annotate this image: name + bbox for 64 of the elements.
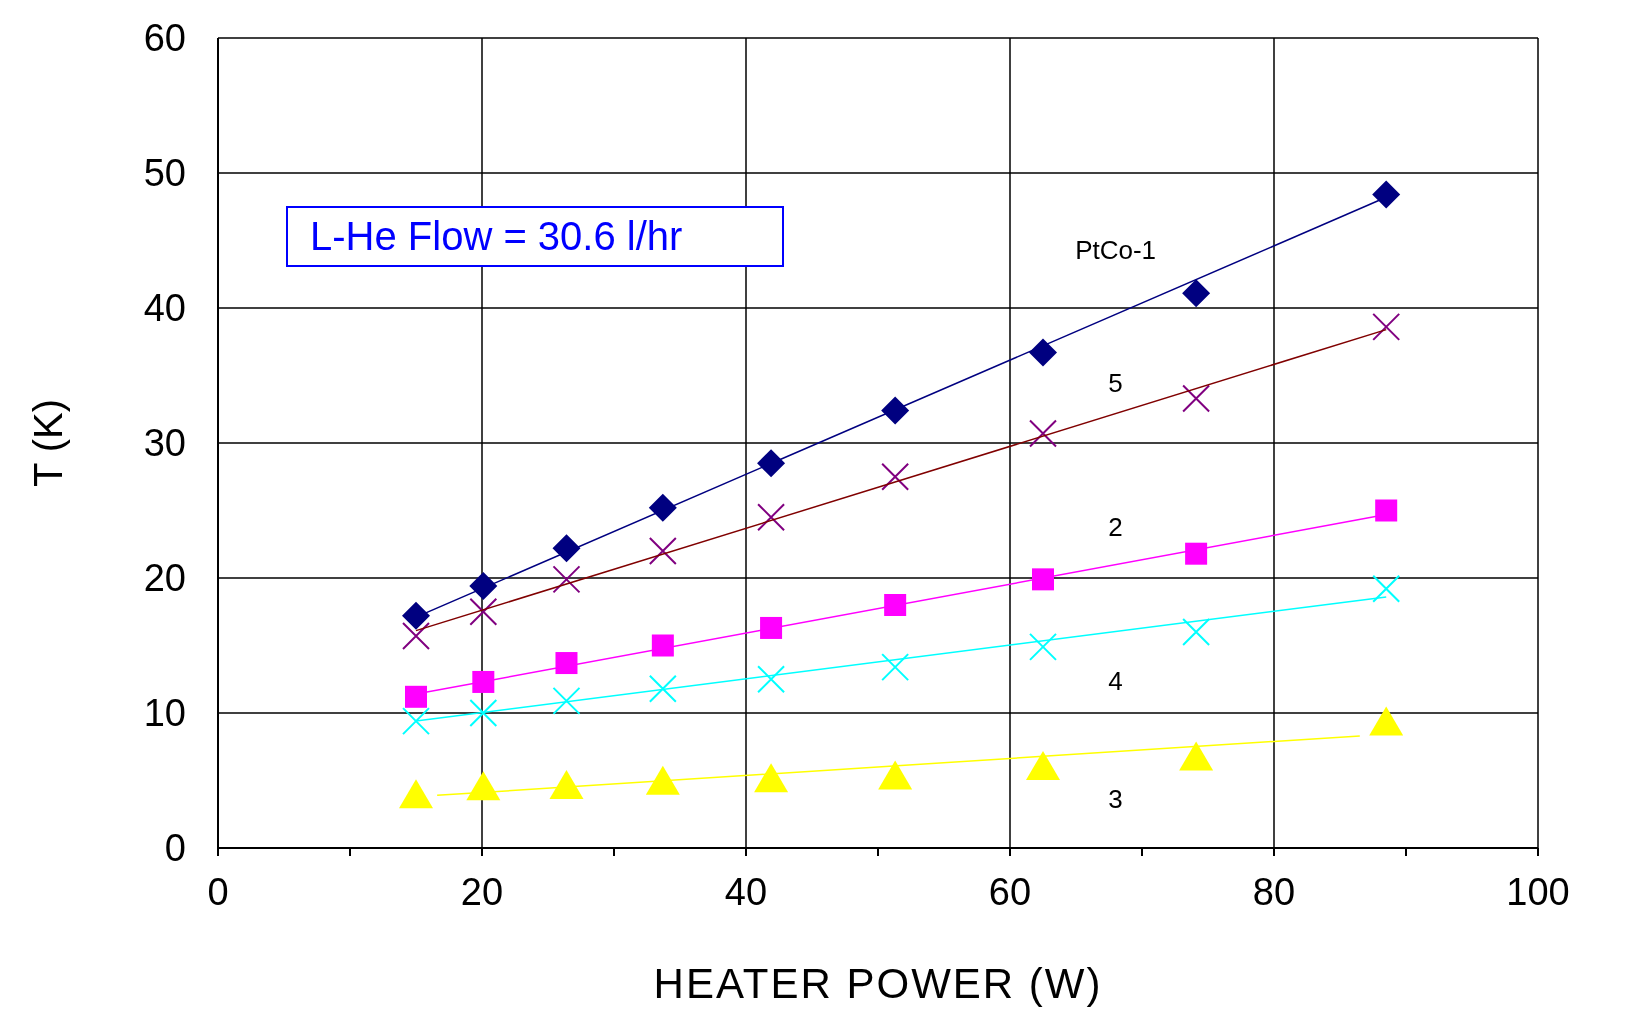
point	[1372, 180, 1401, 209]
point	[405, 685, 427, 708]
point	[1026, 751, 1060, 780]
point	[472, 670, 495, 693]
point	[469, 699, 498, 727]
y-tick-label: 0	[164, 827, 186, 870]
point	[757, 449, 786, 478]
x-tick-label: 80	[1252, 870, 1296, 913]
point	[549, 769, 584, 799]
point	[1182, 618, 1211, 646]
annotation: L-He Flow = 30.6 l/hr	[286, 206, 785, 267]
point	[881, 396, 910, 425]
point	[648, 493, 677, 522]
point	[399, 779, 433, 809]
text: 4	[1108, 665, 1123, 696]
point	[1032, 568, 1054, 591]
point	[651, 634, 674, 657]
point	[552, 565, 581, 594]
point	[555, 652, 578, 675]
text: 2	[1108, 511, 1123, 542]
point	[757, 503, 786, 532]
x-tick-label: 60	[988, 870, 1032, 913]
point	[1182, 279, 1211, 308]
point	[552, 534, 581, 563]
point	[1185, 542, 1208, 565]
point	[881, 462, 910, 491]
x-axis-title: HEATER POWER (W)	[653, 960, 1103, 1007]
text: 5	[1108, 368, 1123, 399]
point	[402, 622, 430, 651]
x-tick-label: 20	[460, 870, 504, 913]
y-tick-label: 50	[143, 152, 186, 195]
x-tick-label: 40	[724, 870, 768, 913]
y-tick-label: 60	[143, 17, 186, 60]
point	[1182, 384, 1211, 413]
point	[1372, 574, 1401, 603]
y-tick-label: 20	[143, 557, 186, 600]
point	[754, 763, 789, 793]
point	[1179, 741, 1214, 771]
x-tick-label: 100	[1506, 870, 1570, 913]
series-label: 3	[1108, 784, 1123, 815]
point	[552, 686, 581, 715]
point	[1369, 706, 1404, 736]
point	[402, 601, 430, 630]
point	[1029, 419, 1057, 448]
point	[760, 616, 783, 639]
point	[645, 765, 680, 795]
point	[1375, 499, 1398, 522]
point	[1029, 338, 1057, 367]
y-tick-label: 30	[143, 422, 186, 465]
point	[648, 537, 677, 565]
y-tick-label: 40	[143, 287, 186, 330]
series-label: PtCo-1	[1075, 235, 1157, 266]
point	[469, 572, 498, 601]
point	[878, 760, 913, 790]
point	[884, 594, 907, 616]
y-tick-label: 10	[143, 692, 186, 735]
point	[466, 771, 501, 801]
point	[1029, 632, 1057, 661]
point	[757, 665, 786, 694]
point	[881, 653, 910, 682]
point	[648, 674, 677, 703]
point	[469, 597, 498, 626]
y-axis-title: T (K)	[26, 398, 71, 488]
x-tick-label: 0	[207, 870, 229, 913]
